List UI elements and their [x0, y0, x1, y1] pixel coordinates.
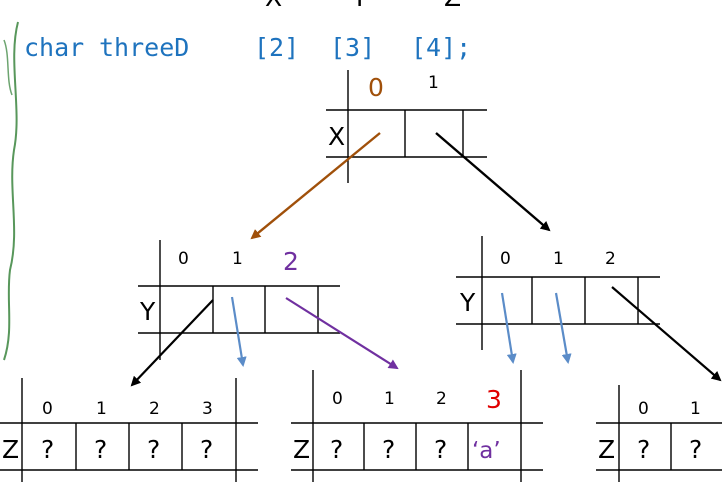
- z2-value-2: ?: [434, 435, 447, 464]
- x-index-0: 0: [368, 73, 384, 102]
- top-label-y: Y: [351, 0, 368, 12]
- arrow-x0-to-y-left: [250, 132, 381, 240]
- z1-index-0: 0: [42, 399, 53, 419]
- z2-index-2: 2: [436, 389, 447, 409]
- z2-value-1: ?: [382, 435, 395, 464]
- z1-label: Z: [2, 435, 19, 464]
- z1-index-3: 3: [202, 399, 213, 419]
- z-array-2: [291, 370, 543, 482]
- y-left-index-1: 1: [232, 249, 243, 269]
- code-type: char: [24, 33, 84, 62]
- z1-value-3: ?: [200, 435, 213, 464]
- y-array-left: [138, 240, 340, 360]
- z2-index-3: 3: [486, 385, 502, 414]
- x-array-label: X: [328, 122, 345, 151]
- arrow-y-left-2-to-z2: [285, 297, 399, 370]
- z1-index-1: 1: [96, 399, 107, 419]
- y-right-label: Y: [459, 288, 476, 317]
- z3-value-0: ?: [637, 435, 650, 464]
- y-left-index-2: 2: [283, 247, 299, 276]
- arrow-y-left-0-to-z1: [130, 299, 214, 387]
- top-label-z: Z: [444, 0, 461, 12]
- y-array-right: [456, 236, 660, 350]
- arrow-y-right-2-to-z3: [611, 286, 722, 382]
- y-left-index-0: 0: [178, 249, 189, 269]
- z3-value-1: ?: [689, 435, 702, 464]
- y-right-index-0: 0: [500, 249, 511, 269]
- code-array-name: threeD: [99, 33, 189, 62]
- z1-index-2: 2: [149, 399, 160, 419]
- z2-value-0: ?: [330, 435, 343, 464]
- z-array-1: [0, 378, 258, 482]
- z3-label: Z: [598, 435, 615, 464]
- y-left-label: Y: [139, 297, 156, 326]
- code-dim-3: [4];: [411, 33, 471, 62]
- y-right-index-1: 1: [553, 249, 564, 269]
- z1-value-0: ?: [41, 435, 54, 464]
- arrow-x1-to-y-right: [435, 132, 551, 232]
- z3-index-1: 1: [690, 399, 701, 419]
- scribble-mark-2: [3, 39, 13, 96]
- z2-value-3: ‘a’: [472, 438, 501, 464]
- z2-label: Z: [293, 435, 310, 464]
- scribble-mark: [3, 21, 19, 361]
- arrow-y-right-1-blue: [554, 292, 572, 364]
- arrow-y-left-1-blue: [230, 296, 247, 367]
- code-dim-2: [3]: [330, 33, 375, 62]
- z1-value-1: ?: [94, 435, 107, 464]
- y-right-index-2: 2: [605, 249, 616, 269]
- x-index-1: 1: [428, 73, 439, 93]
- code-dim-1: [2]: [254, 33, 299, 62]
- z-array-3: [596, 385, 722, 482]
- z2-index-0: 0: [332, 389, 343, 409]
- z2-index-1: 1: [384, 389, 395, 409]
- x-array: [326, 70, 487, 183]
- z1-value-2: ?: [147, 435, 160, 464]
- top-label-x: X: [265, 0, 282, 12]
- z3-index-0: 0: [638, 399, 649, 419]
- arrow-y-right-0-blue: [500, 292, 517, 364]
